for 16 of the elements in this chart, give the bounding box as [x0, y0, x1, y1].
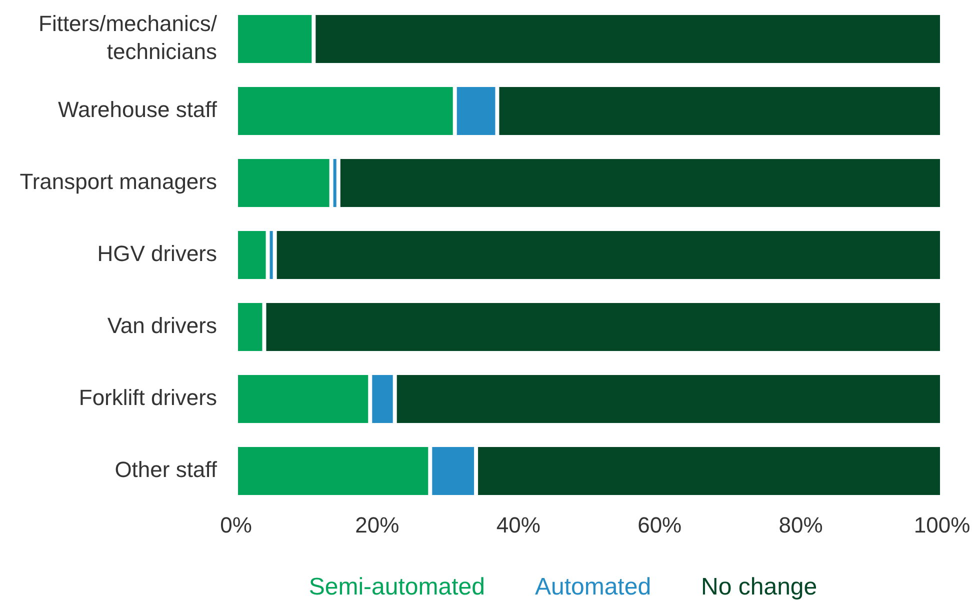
- x-tick-label: 60%: [638, 512, 682, 538]
- text: Automated: [534, 574, 652, 601]
- text: Semi-automated: [308, 574, 485, 601]
- x-tick-label: 40%: [496, 512, 540, 538]
- y-tick-label: Other staff: [114, 457, 218, 482]
- x-tick-label: 100%: [914, 512, 970, 538]
- y-tick-label: Van drivers: [107, 313, 217, 338]
- y-tick-label: Forklift drivers: [78, 385, 217, 410]
- y-tick-label: HGV drivers: [97, 241, 217, 266]
- x-tick-label: 20%: [355, 512, 400, 538]
- y-tick-label: Warehouse staff: [58, 97, 218, 122]
- y-tick-label: Fitters/mechanics/technicians: [38, 11, 218, 64]
- x-tick-label: 80%: [778, 512, 823, 538]
- text: No change: [701, 574, 818, 601]
- x-tick-label: 0%: [220, 512, 252, 538]
- y-tick-label: Transport managers: [20, 169, 217, 194]
